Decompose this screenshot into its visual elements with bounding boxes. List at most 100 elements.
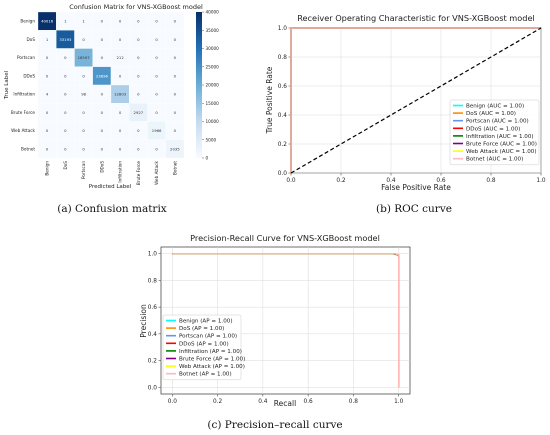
cm-cell: 0: [92, 48, 112, 67]
cm-cell: 0: [165, 30, 185, 49]
pr-ylabel: Precision: [139, 304, 148, 338]
x-tick-label: 0.4: [258, 399, 268, 405]
legend-label: Web Attack (AUC = 1.00): [466, 149, 537, 155]
legend-label: DoS (AUC = 1.00): [466, 111, 516, 117]
cm-ylabel: True Label: [4, 70, 10, 100]
cm-cell: 0: [92, 84, 112, 104]
y-tick-label: 1.0: [278, 26, 288, 32]
cm-cell-value: 0: [137, 92, 140, 97]
cm-cell: 0: [56, 66, 75, 86]
y-tick-label: 0.4: [278, 113, 288, 119]
caption-b: (b) ROC curve: [376, 203, 452, 215]
cm-cell-value: 0: [82, 146, 85, 151]
cm-colorbar-tick-label: 5000: [206, 137, 217, 142]
legend-label: Botnet (AP = 1.00): [179, 372, 232, 378]
cm-cell-value: 0: [155, 19, 158, 24]
cm-cell: 0: [129, 11, 148, 31]
y-tick-label: 0.8: [148, 278, 158, 284]
cm-cell: 0: [147, 84, 166, 104]
cm-cell-value: 0: [174, 37, 177, 42]
cm-y-tick-label: Benign: [20, 19, 35, 24]
cm-cell-value: 0: [174, 92, 177, 97]
cm-cell: 0: [92, 121, 112, 140]
cm-cell: 0: [92, 139, 112, 159]
cm-cell: 0: [129, 66, 148, 86]
cm-cell: 0: [165, 66, 185, 86]
cm-cell-value: 33193: [59, 37, 72, 42]
cm-x-tick-labels: Benign DoS Portscan DDoS Infiltration Brute F…: [45, 160, 178, 185]
cm-x-tick-label: Portscan: [81, 161, 86, 179]
cm-cell-value: 0: [155, 110, 158, 115]
cm-cell-value: 212: [117, 55, 125, 60]
cm-cell: 0: [74, 30, 93, 49]
legend-label: DoS (AP = 1.00): [179, 326, 224, 332]
cm-cell-value: 0: [119, 146, 122, 151]
x-tick-label: 0.0: [168, 399, 178, 405]
cm-colorbar-ticks: 0 5000 10000 15000 20000 25000 30000 35000 40000: [202, 10, 219, 161]
pr-title: Precision-Recall Curve for VNS-XGBoost m…: [190, 233, 380, 243]
cm-y-tick-labels: Benign DoS Portscan DDoS Infiltration Brute F…: [11, 19, 36, 152]
y-tick-label: 0.2: [278, 142, 288, 148]
legend-label: Portscan (AUC = 1.00): [466, 119, 529, 125]
cm-cell-value: 2927: [134, 110, 144, 115]
cm-cell: 0: [165, 103, 185, 122]
cm-cell: 0: [147, 139, 166, 159]
cm-cell: 0: [74, 121, 93, 140]
x-tick-label: 1.0: [394, 399, 404, 405]
legend-label: Web Attack (AP = 1.00): [179, 364, 245, 370]
cm-cell-value: 0: [101, 146, 104, 151]
roc-ylabel: True Positive Rate: [265, 66, 274, 134]
y-tick-label: 0.0: [278, 171, 288, 177]
roc-lines: [290, 27, 542, 174]
cm-cell: 0: [92, 103, 112, 122]
cm-cell-value: 0: [137, 128, 140, 133]
cm-cell-value: 0: [174, 110, 177, 115]
cm-cell: 0: [74, 103, 93, 122]
cm-cell-value: 0: [82, 128, 85, 133]
legend-box: [449, 99, 540, 166]
roc-ticks: 0.0 0.2 0.4 0.6 0.8 1.0 0.0 0.2 0.4 0.6 0.8 1.0: [278, 26, 546, 184]
cm-cell-value: 0: [64, 146, 67, 151]
cm-cell-value: 0: [174, 19, 177, 24]
cm-cell-value: 2035: [170, 146, 180, 151]
cm-cell-value: 0: [119, 37, 122, 42]
y-tick-label: 0.8: [278, 55, 288, 61]
cm-cell-value: 0: [137, 55, 140, 60]
cm-cell-value: 0: [174, 128, 177, 133]
cm-cell-value: 0: [119, 110, 122, 115]
cm-cell: 40016: [37, 11, 57, 31]
cm-cell-rect: [165, 139, 185, 159]
cm-cell: 1: [37, 30, 57, 49]
legend-label: Infiltration (AUC = 1.00): [466, 134, 534, 140]
cm-cell: 0: [147, 103, 166, 122]
cm-cell: 18597: [74, 48, 93, 67]
cm-cell-value: 0: [137, 73, 140, 78]
cm-cell: 33193: [56, 30, 75, 49]
cm-x-tick-label: DoS: [63, 161, 68, 170]
legend-label: DDoS (AP = 1.00): [179, 341, 229, 347]
cm-x-tick-label: Botnet: [172, 161, 177, 175]
cm-cell: 0: [37, 139, 57, 159]
cm-cell: 0: [110, 139, 130, 159]
cm-cell-value: 23896: [96, 73, 109, 78]
cm-cell-value: 12803: [114, 92, 127, 97]
cm-cell-value: 0: [137, 146, 140, 151]
cm-cell-value: 0: [46, 110, 49, 115]
cm-cell: 2927: [129, 103, 148, 122]
x-tick-label: 1.0: [536, 178, 546, 184]
cm-cell: 0: [56, 121, 75, 140]
cm-cell-value: 0: [155, 37, 158, 42]
cm-cell: 0: [92, 30, 112, 49]
y-tick-label: 0.4: [148, 332, 158, 338]
cm-y-tick-label: DDoS: [23, 73, 35, 78]
cm-colorbar-tick-label: 30000: [206, 46, 220, 51]
x-tick-label: 0.8: [486, 178, 496, 184]
x-tick-label: 0.2: [336, 178, 346, 184]
cm-cell: 0: [56, 84, 75, 104]
cm-cell-value: 40016: [41, 19, 54, 24]
cm-x-tick-label: Brute Force: [136, 161, 141, 186]
roc-xlabel: False Positive Rate: [381, 183, 451, 192]
legend-label: Botnet (AUC = 1.00): [466, 157, 523, 163]
cm-cell-value: 98: [81, 92, 86, 97]
cm-cell-value: 0: [82, 37, 85, 42]
